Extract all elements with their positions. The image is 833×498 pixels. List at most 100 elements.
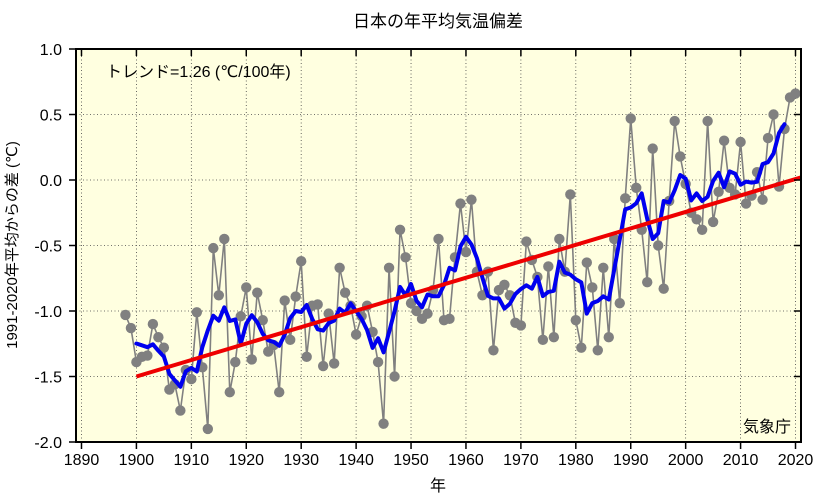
annual-series-point (158, 342, 170, 353)
annual-series-point (702, 115, 713, 127)
x-tick-label: 1980 (558, 452, 594, 469)
annual-series-point (125, 322, 137, 334)
annual-series-point (186, 373, 197, 385)
annual-series-point (378, 418, 389, 429)
annual-series-point (394, 224, 406, 235)
annual-series-point (455, 198, 466, 209)
annual-series-point (631, 182, 642, 194)
annual-series-point (658, 283, 669, 294)
x-tick-label: 1960 (448, 452, 484, 469)
annual-series-point (252, 287, 263, 298)
annual-series-point (718, 135, 730, 146)
smoothed-series-line (134, 122, 787, 389)
x-tick-label: 2000 (668, 452, 704, 469)
annual-series-point (515, 320, 527, 331)
x-axis-label: 年 (430, 477, 446, 495)
annual-series-point (614, 297, 625, 309)
y-tick-label: 0.5 (40, 108, 62, 125)
annual-series-point (592, 345, 603, 356)
annual-series-point (548, 332, 560, 343)
annual-series-point (735, 136, 746, 148)
annual-series-point (219, 233, 230, 245)
chart-title: 日本の年平均気温偏差 (353, 12, 523, 31)
tick-marks (69, 48, 801, 449)
annual-series-point (400, 252, 411, 263)
annual-series-point (460, 246, 472, 258)
five-year-mean-series (134, 122, 787, 389)
annual-series-point (581, 257, 592, 268)
annual-series-point (202, 423, 214, 435)
annual-series-point (598, 262, 609, 273)
y-tick-label: -1.0 (34, 304, 62, 321)
trend-line (135, 175, 802, 379)
annual-series-point (521, 236, 532, 247)
x-tick-label: 1950 (393, 452, 429, 469)
y-axis-label: 1991-2020年平均からの差 (℃) (4, 141, 21, 349)
annual-series-point (740, 198, 752, 209)
annual-series-point (587, 282, 598, 293)
annual-series-point (295, 256, 307, 267)
annual-series-point (191, 307, 203, 318)
x-tick-label: 2020 (778, 452, 814, 469)
x-tick-labels: 1890 1900 1910 1920 1930 1940 1950 1960 1970 1980… (64, 452, 814, 469)
annual-series-point (405, 297, 417, 309)
annual-series-point (696, 224, 708, 235)
annual-series-point (208, 242, 219, 254)
x-tick-label: 2010 (723, 452, 759, 469)
annual-series-point (328, 358, 340, 369)
trend-annotation: トレンド=1.26 (℃/100年) (106, 63, 291, 81)
annual-series-point (147, 318, 159, 330)
x-tick-label: 1890 (64, 452, 100, 469)
annual-series-point (411, 305, 422, 317)
x-tick-label: 1920 (228, 452, 264, 469)
annual-series-point (707, 216, 719, 228)
annual-series-point (372, 356, 384, 368)
annual-series-point (444, 313, 455, 325)
annual-series-point (213, 290, 225, 301)
annual-series-point (713, 186, 724, 197)
annual-series-point (383, 262, 395, 273)
annual-series-point (565, 189, 576, 200)
annual-series-point (142, 350, 153, 361)
x-tick-label: 1910 (174, 452, 210, 469)
annual-series-point (334, 262, 345, 273)
annual-series-point (768, 109, 779, 120)
annual-series-point (339, 287, 351, 298)
annual-series-point (312, 299, 323, 310)
annual-series-point (669, 115, 680, 127)
annual-series-point (543, 261, 554, 272)
annual-series-point (224, 387, 235, 398)
annual-series-point (120, 309, 131, 321)
annual-series-point (576, 342, 587, 353)
annual-series-point (757, 194, 768, 205)
annual-series-point (466, 194, 477, 205)
x-tick-label: 1970 (503, 452, 539, 469)
annual-series-point (317, 360, 329, 372)
annual-series-point (153, 332, 164, 343)
x-tick-label: 1900 (119, 452, 155, 469)
annual-series-point (554, 233, 565, 245)
annual-series-point (257, 314, 268, 326)
annual-series-point (246, 354, 257, 365)
annual-series-point (537, 334, 549, 346)
annual-series-point (642, 276, 653, 288)
annual-series-point (279, 295, 290, 306)
x-tick-label: 1940 (338, 452, 374, 469)
annual-series-point (674, 151, 686, 162)
y-tick-label: -1.5 (34, 370, 62, 387)
y-tick-labels: 1.0 0.5 0.0 -0.5 -1.0 -1.5 -2.0 (34, 42, 62, 452)
trend-line-series (135, 175, 802, 379)
annual-series-point (488, 345, 499, 356)
annual-series-point (620, 193, 631, 204)
annual-series-point (570, 314, 582, 326)
agency-label: 気象庁 (743, 418, 791, 436)
x-tick-label: 1990 (613, 452, 649, 469)
y-tick-label: 1.0 (40, 42, 62, 59)
annual-series-point (691, 214, 702, 225)
annual-series-point (274, 387, 285, 398)
annual-series-point (652, 240, 664, 251)
annual-series-point (290, 291, 301, 302)
annual-series-point (499, 279, 510, 290)
x-tick-label: 1930 (283, 452, 319, 469)
